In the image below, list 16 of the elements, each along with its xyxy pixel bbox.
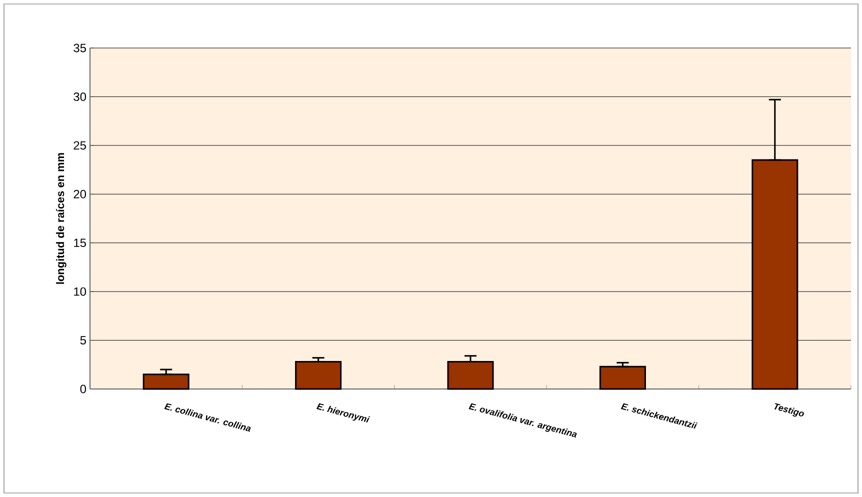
y-tick-label: 35 <box>74 44 86 52</box>
y-tick-label: 5 <box>80 336 86 344</box>
y-tick-label: 30 <box>74 92 86 101</box>
x-tick-label: E. collina var. collina <box>164 403 251 432</box>
y-tick-label: 20 <box>74 190 86 198</box>
bar <box>142 374 190 390</box>
bar <box>295 360 342 390</box>
y-tick-label: 25 <box>74 141 86 150</box>
x-tick-label: Testigo <box>774 403 804 417</box>
bar <box>447 360 494 390</box>
bar <box>599 366 646 390</box>
y-tick-label: 10 <box>74 287 86 296</box>
y-tick-label: 0 <box>80 384 86 394</box>
x-tick-label: E. ovalifolia var. argentina <box>468 403 577 438</box>
y-tick-label: 15 <box>74 238 86 248</box>
y-axis-title: longitud de raíces en mm <box>56 153 66 284</box>
